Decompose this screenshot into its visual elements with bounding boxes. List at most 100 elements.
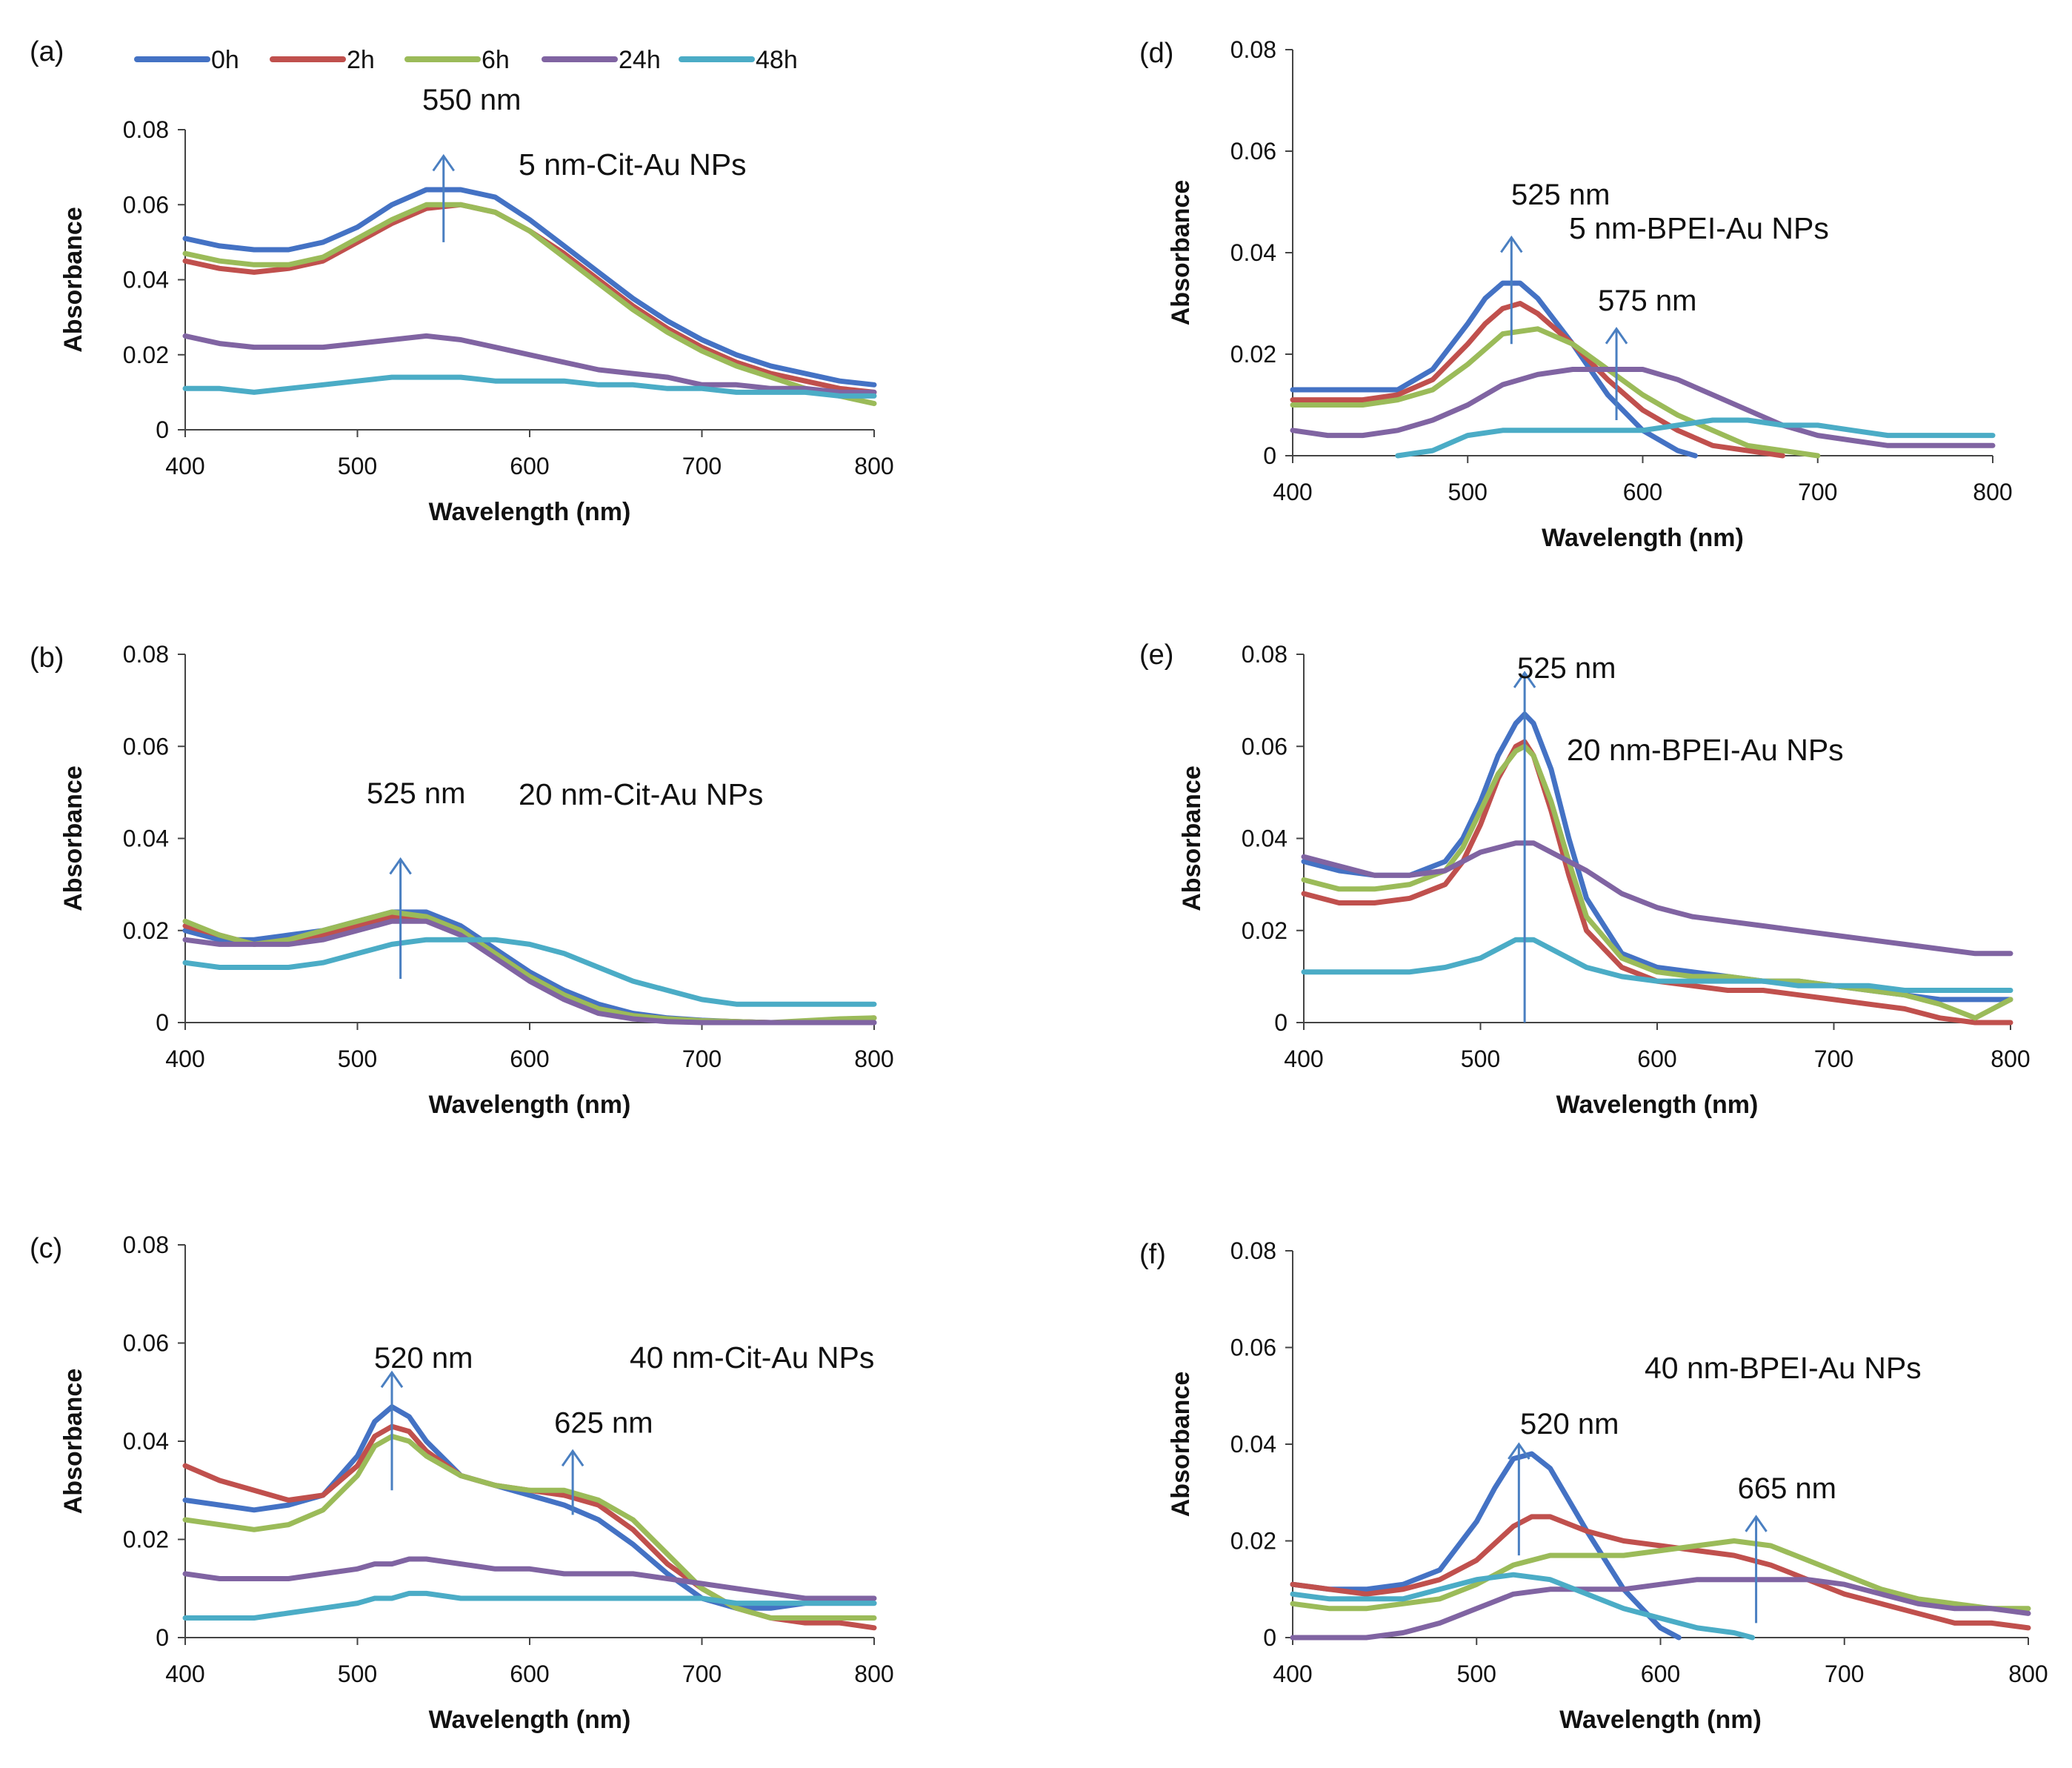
x-tick-label: 400 <box>1284 1046 1323 1072</box>
series-line-24h <box>182 918 877 1026</box>
x-axis-title: Wavelength (nm) <box>1542 524 1744 552</box>
series-line-0h <box>1290 1451 1682 1641</box>
y-tick-label: 0.02 <box>123 342 169 368</box>
x-tick-label: 700 <box>682 1046 722 1072</box>
annotation-label: 525 nm <box>367 777 465 810</box>
sample-label: 20 nm-Cit-Au NPs <box>519 777 763 811</box>
panel-label: (a) <box>30 36 64 67</box>
series-line-48h <box>182 374 877 399</box>
y-tick-label: 0.08 <box>1230 1237 1276 1264</box>
y-tick-label: 0.08 <box>1242 641 1287 668</box>
annotation-arrowhead <box>561 1449 584 1467</box>
series-line-24h <box>1301 840 2013 957</box>
series-line-48h <box>1301 937 2013 993</box>
y-tick-label: 0.02 <box>123 917 169 944</box>
annotation-arrowhead <box>389 857 412 875</box>
annotation-label: 525 nm <box>1517 652 1616 685</box>
x-tick-label: 400 <box>1273 479 1312 505</box>
x-tick-label: 500 <box>1457 1661 1496 1687</box>
y-tick-label: 0 <box>1263 1624 1276 1651</box>
x-tick-label: 700 <box>1798 479 1837 505</box>
x-axis-title: Wavelength (nm) <box>429 1091 631 1119</box>
series-line-6h <box>1301 743 2013 1021</box>
y-tick-label: 0.02 <box>1230 1528 1276 1555</box>
series-line-2h <box>1301 739 2013 1026</box>
y-axis-title: Absorbance <box>59 765 87 911</box>
y-tick-label: 0.08 <box>123 116 169 143</box>
panel-c: (c) 40 nm-Cit-Au NPs 0 0.02 0.04 0.06 0.08 40… <box>30 1232 894 1734</box>
sample-label: 5 nm-BPEI-Au NPs <box>1569 211 1829 245</box>
y-tick-label: 0.08 <box>1230 36 1276 63</box>
legend-label-2h: 2h <box>347 46 375 74</box>
panel-b: (b) 20 nm-Cit-Au NPs 0 0.02 0.04 0.06 0.08 40… <box>30 641 894 1119</box>
x-tick-label: 700 <box>682 1661 722 1687</box>
x-tick-label: 500 <box>338 1661 377 1687</box>
legend: 0h 2h 6h 24h 48h <box>134 46 798 74</box>
x-axis-title: Wavelength (nm) <box>429 498 631 526</box>
series-line-48h <box>182 937 877 1007</box>
annotation-arrowhead <box>432 153 455 172</box>
y-tick-label: 0.04 <box>123 825 169 852</box>
series-line-0h <box>1290 280 1698 459</box>
x-tick-label: 700 <box>1814 1046 1853 1072</box>
x-tick-label: 600 <box>510 453 549 479</box>
y-tick-label: 0 <box>1274 1009 1287 1036</box>
annotation-label: 575 nm <box>1598 285 1696 317</box>
y-tick-label: 0.06 <box>123 191 169 218</box>
y-tick-label: 0 <box>1263 442 1276 469</box>
x-tick-label: 400 <box>165 1046 204 1072</box>
y-axis-title: Absorbance <box>1167 180 1195 326</box>
series-line-2h <box>1290 301 1785 459</box>
legend-label-6h: 6h <box>482 46 510 74</box>
y-tick-label: 0.02 <box>1230 341 1276 368</box>
y-tick-label: 0 <box>156 416 169 443</box>
x-tick-label: 600 <box>1623 479 1662 505</box>
panel-f: (f) 40 nm-BPEI-Au NPs 0 0.02 0.04 0.06 0.08 4… <box>1139 1237 2048 1734</box>
legend-label-0h: 0h <box>211 46 239 74</box>
x-tick-label: 500 <box>338 453 377 479</box>
y-tick-label: 0.06 <box>1230 138 1276 164</box>
x-tick-label: 500 <box>1448 479 1488 505</box>
x-axis-title: Wavelength (nm) <box>1556 1091 1759 1119</box>
series-line-24h <box>182 333 877 395</box>
annotation-label: 520 nm <box>1520 1408 1619 1440</box>
legend-label-48h: 48h <box>756 46 798 74</box>
x-axis-title: Wavelength (nm) <box>1559 1706 1762 1734</box>
series-line-48h <box>1395 417 1996 459</box>
series-line-24h <box>1290 1577 2031 1641</box>
series-line-6h <box>1290 326 1821 459</box>
annotation-label: 550 nm <box>422 84 521 116</box>
annotation-label: 625 nm <box>554 1406 653 1439</box>
y-tick-label: 0.02 <box>123 1526 169 1553</box>
panel-label: (d) <box>1139 38 1173 69</box>
panel-d: (d) 5 nm-BPEI-Au NPs 0 0.02 0.04 0.06 0.08 40… <box>1139 36 2013 552</box>
annotation-arrowhead <box>1500 235 1523 253</box>
y-axis-title: Absorbance <box>59 1369 87 1515</box>
annotation-arrowhead <box>380 1370 404 1389</box>
x-tick-label: 600 <box>510 1661 549 1687</box>
annotation-arrowhead <box>1745 1515 1768 1532</box>
x-tick-label: 600 <box>1641 1661 1680 1687</box>
y-tick-label: 0.06 <box>123 733 169 760</box>
y-tick-label: 0.04 <box>123 267 169 293</box>
x-tick-label: 800 <box>1973 479 2012 505</box>
sample-label: 20 nm-BPEI-Au NPs <box>1567 733 1844 767</box>
x-tick-label: 500 <box>338 1046 377 1072</box>
sample-label: 40 nm-BPEI-Au NPs <box>1645 1351 1922 1385</box>
annotation-label: 520 nm <box>374 1342 473 1375</box>
x-tick-label: 800 <box>854 453 893 479</box>
x-tick-label: 400 <box>1273 1661 1312 1687</box>
panel-a: (a) 5 nm-Cit-Au NPs 0 0.02 0.04 0.06 0.08 400… <box>30 36 894 526</box>
series-line-48h <box>182 1590 877 1621</box>
y-tick-label: 0.06 <box>123 1330 169 1357</box>
x-tick-label: 800 <box>2008 1661 2048 1687</box>
y-tick-label: 0.08 <box>123 1232 169 1258</box>
x-tick-label: 700 <box>1825 1661 1864 1687</box>
x-tick-label: 800 <box>854 1661 893 1687</box>
y-tick-label: 0.06 <box>1242 733 1287 760</box>
annotation-arrowhead <box>1605 327 1628 345</box>
series-line-0h <box>182 187 877 388</box>
annotation-arrowhead <box>1513 671 1536 688</box>
x-tick-label: 800 <box>1991 1046 2030 1072</box>
